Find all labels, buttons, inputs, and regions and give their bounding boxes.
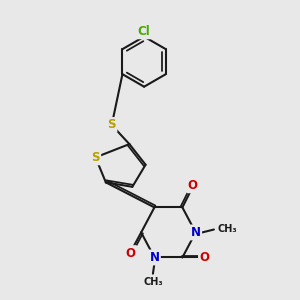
Text: S: S [91,151,100,164]
Text: O: O [200,251,209,264]
Text: O: O [188,179,198,192]
Text: N: N [190,226,201,239]
Text: S: S [107,118,116,131]
Text: CH₃: CH₃ [218,224,237,235]
Text: O: O [126,247,136,260]
Text: CH₃: CH₃ [143,277,163,286]
Text: N: N [149,251,159,264]
Text: Cl: Cl [138,25,151,38]
